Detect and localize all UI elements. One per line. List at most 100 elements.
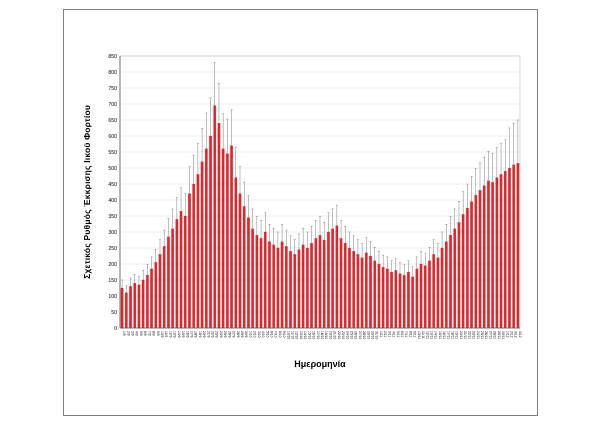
bar xyxy=(360,257,364,329)
x-tick-label: 1/12 xyxy=(505,331,509,338)
bar xyxy=(238,193,242,329)
bar xyxy=(280,241,284,329)
y-tick-label: 500 xyxy=(108,166,117,172)
bar xyxy=(339,238,343,329)
x-tick-label: 22/10 xyxy=(337,331,341,339)
x-tick-label: 4/11 xyxy=(392,331,396,337)
bar xyxy=(234,177,238,329)
y-tick-label: 650 xyxy=(108,118,117,124)
x-tick-label: 28/9 xyxy=(236,331,240,338)
x-tick-label: 21/9 xyxy=(206,331,210,338)
bar xyxy=(289,251,292,329)
x-tick-label: 21/11 xyxy=(463,331,467,339)
x-tick-label: 8/10 xyxy=(278,331,282,338)
x-tick-label: 30/11 xyxy=(501,331,505,339)
bar xyxy=(457,222,461,329)
bar xyxy=(137,284,141,329)
x-tick-label: 23/10 xyxy=(341,331,345,339)
x-tick-label: 14/10 xyxy=(303,331,307,339)
x-tick-label: 28/10 xyxy=(362,331,366,339)
bar xyxy=(183,215,187,329)
x-tick-label: 3/11 xyxy=(387,331,391,337)
y-tick-label: 600 xyxy=(108,134,117,140)
x-tick-label: 23/9 xyxy=(215,331,219,338)
bar xyxy=(398,273,402,329)
bar xyxy=(466,207,469,329)
bar xyxy=(478,190,482,329)
x-tick-label: 4/10 xyxy=(261,331,265,338)
bar xyxy=(373,260,377,329)
bar xyxy=(449,235,452,329)
x-tick-label: 17/9 xyxy=(189,331,193,338)
bar xyxy=(318,235,322,329)
bar xyxy=(445,241,448,329)
x-tick-label: 10/11 xyxy=(417,331,421,339)
y-tick-label: 0 xyxy=(114,326,117,332)
x-tick-label: 25/10 xyxy=(349,331,353,339)
bar xyxy=(146,275,149,329)
bar xyxy=(491,182,494,329)
y-tick-label: 350 xyxy=(108,214,117,220)
x-tick-label: 8/9 xyxy=(152,331,156,336)
bar-chart: 0 50 100 150 200 250 300 350 400 450 500 550 600 650 7… xyxy=(108,54,522,340)
x-tick-label: 30/9 xyxy=(244,331,248,338)
x-tick-label: 12/9 xyxy=(168,331,172,338)
x-tick-label: 7/10 xyxy=(274,331,278,338)
x-tick-label: 6/10 xyxy=(269,331,273,338)
bar xyxy=(209,135,212,329)
x-tick-label: 1/9 xyxy=(122,331,126,336)
bar xyxy=(512,164,515,329)
bar xyxy=(306,247,309,329)
x-tick-label: 6/9 xyxy=(143,331,147,336)
x-tick-label: 2/10 xyxy=(253,331,257,338)
x-tick-label: 18/9 xyxy=(194,331,198,338)
y-tick-label: 700 xyxy=(108,102,117,108)
x-tick-label: 16/10 xyxy=(312,331,316,339)
x-tick-label: 2/9 xyxy=(126,331,130,336)
x-tick-label: 21/10 xyxy=(333,331,337,339)
bar xyxy=(192,183,195,329)
x-tick-label: 25/9 xyxy=(223,331,227,338)
x-tick-label: 3/12 xyxy=(514,331,518,338)
x-tick-label: 14/9 xyxy=(177,331,181,338)
bar xyxy=(175,219,179,329)
x-tick-label: 5/11 xyxy=(396,331,400,337)
bar xyxy=(314,238,318,329)
x-tick-label: 29/11 xyxy=(497,331,501,339)
x-tick-label: 28/11 xyxy=(493,331,497,339)
x-tick-label: 12/10 xyxy=(295,331,299,339)
x-tick-label: 17/11 xyxy=(446,331,450,339)
x-tick-label: 3/9 xyxy=(131,331,135,336)
x-tick-label: 27/10 xyxy=(358,331,362,339)
x-tick-label: 2/12 xyxy=(509,331,513,338)
bar xyxy=(242,206,246,329)
x-tick-label: 23/11 xyxy=(472,331,476,339)
bar xyxy=(453,228,457,329)
bar xyxy=(327,231,330,329)
bar xyxy=(285,246,288,329)
bar xyxy=(516,163,520,329)
bar xyxy=(356,254,360,329)
y-tick-label: 50 xyxy=(111,310,117,316)
x-tick-label: 27/11 xyxy=(488,331,492,339)
bar xyxy=(411,276,414,329)
bar xyxy=(428,260,431,329)
x-tick-label: 13/11 xyxy=(429,331,433,339)
x-tick-label: 7/9 xyxy=(147,331,151,336)
x-tick-label: 30/10 xyxy=(371,331,375,339)
x-tick-label: 26/10 xyxy=(354,331,358,339)
y-tick-label: 200 xyxy=(108,262,117,268)
bar xyxy=(440,247,444,329)
x-tick-label: 29/9 xyxy=(240,331,244,338)
bar xyxy=(369,255,372,329)
bar xyxy=(167,236,170,329)
y-tick-label: 250 xyxy=(108,246,117,252)
bar xyxy=(133,283,137,329)
bar xyxy=(196,174,200,329)
bar xyxy=(297,249,301,329)
bar xyxy=(171,228,174,329)
x-tick-label: 20/11 xyxy=(459,331,463,339)
bar xyxy=(407,271,410,329)
x-tick-label: 20/10 xyxy=(328,331,332,339)
x-tick-label: 6/11 xyxy=(400,331,404,337)
